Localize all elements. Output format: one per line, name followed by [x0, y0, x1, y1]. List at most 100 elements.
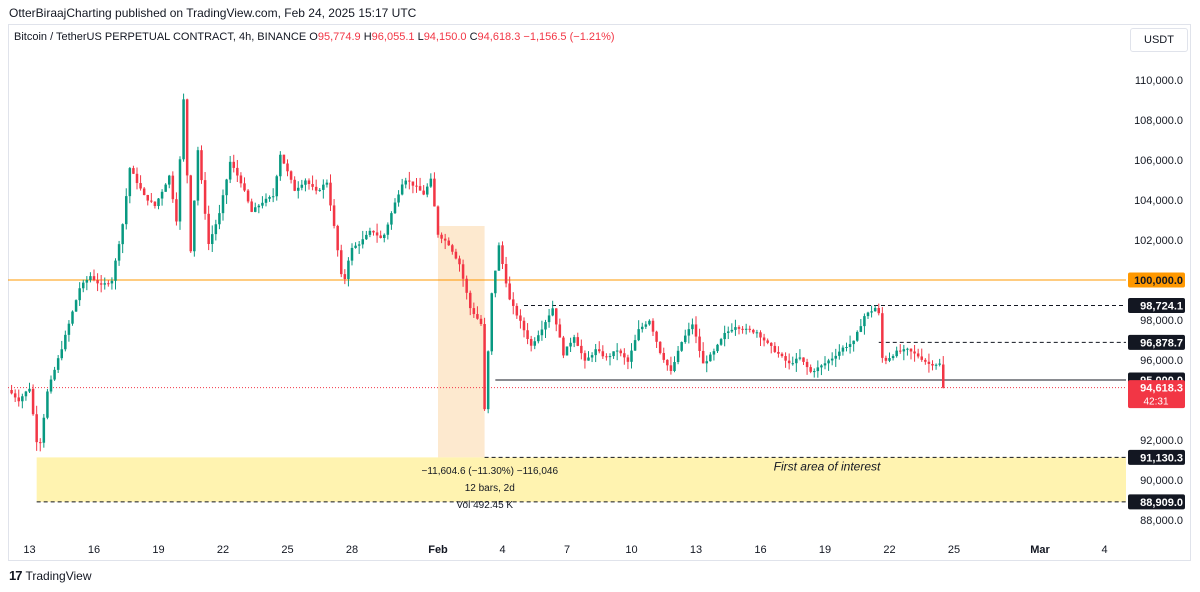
price-tag-bg: [1128, 298, 1185, 314]
candle-body: [490, 293, 494, 352]
candle-body: [35, 414, 38, 443]
price-tag: 100,000.0: [1134, 275, 1183, 287]
candle-body: [107, 283, 110, 285]
candle-body: [533, 341, 537, 346]
area-of-interest-zone: [36, 457, 1127, 502]
candle-body: [619, 350, 623, 354]
x-axis-tick-label: 19: [819, 544, 831, 556]
candle-body: [261, 202, 264, 206]
candle-body: [314, 186, 318, 191]
tradingview-logo-mark: 17: [9, 568, 23, 583]
change-value: −1,156.5 (−1.21%): [523, 31, 615, 43]
candle-body: [451, 245, 454, 252]
candle-body: [78, 288, 81, 301]
y-axis-tick-label: 110,000.0: [1135, 75, 1183, 87]
candle-body: [210, 234, 214, 245]
candle-body: [74, 300, 78, 312]
candle-body: [114, 260, 117, 281]
candle-body: [734, 327, 737, 330]
candle-body: [823, 363, 827, 366]
candle-body: [680, 342, 683, 351]
y-axis-tick-label: 104,000.0: [1134, 195, 1183, 207]
chart-frame[interactable]: [8, 24, 1191, 561]
candle-body: [157, 198, 160, 207]
candle-body: [845, 346, 848, 348]
candle-body: [759, 332, 762, 338]
candle-body: [798, 357, 802, 359]
y-axis-tick-label: 102,000.0: [1134, 235, 1183, 247]
currency-button[interactable]: USDT: [1130, 28, 1188, 52]
candle-body: [479, 318, 483, 325]
candle-body: [931, 363, 934, 366]
candle-body: [182, 99, 185, 160]
candle-body: [24, 391, 28, 397]
y-axis-tick-label: 90,000.0: [1140, 475, 1183, 487]
candle-body: [655, 331, 658, 342]
candle-body: [827, 360, 830, 364]
candle-body: [870, 311, 873, 313]
candle-body: [271, 196, 275, 198]
candle-body: [637, 329, 640, 341]
candle-body: [282, 154, 286, 164]
candle-body: [605, 356, 608, 358]
candle-body: [698, 336, 701, 351]
current-price-tag-bg: [1128, 380, 1185, 409]
candle-body: [866, 312, 870, 317]
x-axis-tick-label: 22: [217, 544, 229, 556]
candle-body: [780, 353, 784, 357]
candle-body: [544, 322, 547, 330]
candle-body: [56, 358, 60, 370]
candle-body: [769, 342, 773, 346]
candle-body: [64, 334, 67, 350]
candle-body: [200, 150, 203, 181]
candle-body: [881, 313, 884, 358]
candle-body: [830, 358, 834, 361]
candle-body: [132, 168, 135, 174]
candle-body: [626, 357, 630, 362]
candle-body: [214, 224, 218, 235]
candle-body: [103, 283, 107, 285]
candle-body: [744, 328, 748, 330]
candle-body: [257, 205, 261, 208]
candle-body: [189, 175, 193, 252]
candle-body: [411, 181, 415, 186]
candle-body: [343, 274, 347, 279]
candle-body: [458, 258, 461, 265]
candle-body: [336, 225, 339, 251]
candle-body: [85, 280, 89, 283]
candle-body: [859, 326, 863, 332]
candle-body: [705, 361, 709, 364]
candle-body: [540, 329, 544, 336]
candle-body: [934, 364, 938, 366]
price-tag-bg: [1128, 272, 1185, 288]
y-axis-tick-label: 98,000.0: [1140, 315, 1183, 327]
candle-body: [497, 245, 501, 271]
candle-body: [508, 283, 511, 300]
candle-body: [562, 337, 565, 356]
candle-body: [924, 359, 927, 362]
x-axis-tick-label: 7: [564, 544, 570, 556]
candle-body: [572, 337, 576, 343]
candle-body: [386, 224, 390, 235]
price-tag: 98,724.1: [1140, 301, 1183, 313]
candle-body: [296, 187, 300, 191]
candle-body: [640, 326, 644, 330]
candle-body: [712, 351, 716, 355]
candle-body: [547, 315, 551, 323]
tradingview-logo[interactable]: 17 TradingView: [9, 568, 92, 583]
candle-body: [787, 360, 791, 364]
candle-body: [723, 332, 726, 340]
candle-body: [175, 199, 178, 222]
candle-body: [300, 184, 304, 188]
candle-body: [726, 331, 730, 333]
candle-body: [279, 154, 282, 177]
candle-body: [443, 238, 447, 241]
candle-body: [390, 213, 393, 225]
candle-body: [429, 178, 433, 187]
candle-body: [339, 250, 343, 275]
x-axis-tick-label: 28: [346, 544, 358, 556]
candle-body: [178, 159, 182, 222]
candle-body: [576, 337, 580, 346]
low-value: 94,150.0: [423, 31, 467, 43]
